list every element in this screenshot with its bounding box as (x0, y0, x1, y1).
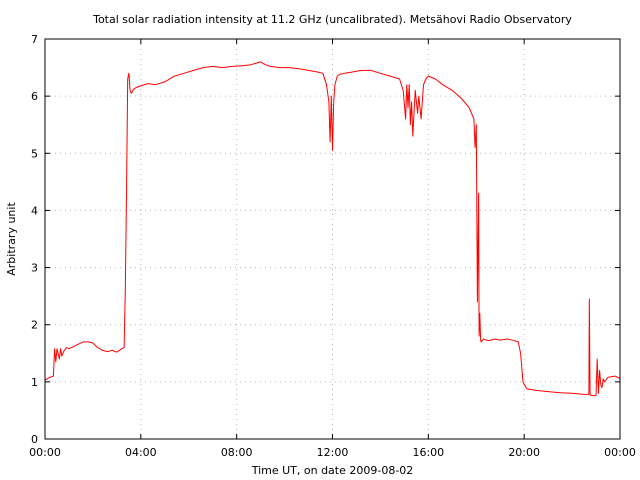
y-tick-label: 1 (31, 376, 38, 389)
x-tick-label: 20:00 (508, 446, 540, 459)
series-layer (44, 61, 621, 397)
series-line-0 (44, 61, 621, 397)
y-tick-label: 0 (31, 433, 38, 446)
x-tick-label: 12:00 (317, 446, 349, 459)
y-tick-label: 3 (31, 262, 38, 275)
x-axis-label: Time UT, on date 2009-08-02 (251, 464, 414, 477)
x-tick-label: 08:00 (221, 446, 253, 459)
x-tick-label: 00:00 (604, 446, 636, 459)
grid-lines (45, 39, 620, 439)
y-tick-label: 6 (31, 90, 38, 103)
x-tick-label: 00:00 (29, 446, 61, 459)
y-tick-label: 5 (31, 147, 38, 160)
x-tick-label: 16:00 (412, 446, 444, 459)
axis-ticks: 00:00 04:00 08:00 12:00 16:00 20:00 00:0001234… (29, 33, 636, 459)
chart-title: Total solar radiation intensity at 11.2 … (92, 13, 572, 26)
y-axis-label: Arbitrary unit (5, 202, 18, 276)
x-tick-label: 04:00 (125, 446, 157, 459)
y-tick-label: 2 (31, 319, 38, 332)
y-tick-label: 4 (31, 204, 38, 217)
y-tick-label: 7 (31, 33, 38, 46)
